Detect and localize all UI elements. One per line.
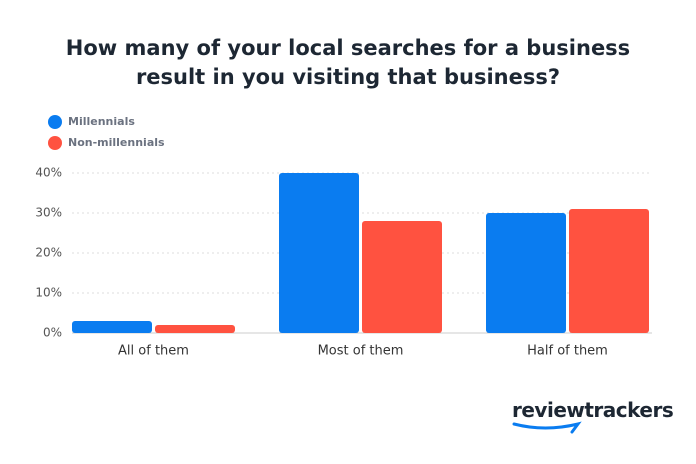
legend-marker <box>48 136 62 150</box>
chart-title: How many of your local searches for a bu… <box>65 36 631 89</box>
bar <box>155 325 235 333</box>
y-tick-label: 10% <box>35 286 62 300</box>
legend-label: Non-millennials <box>68 136 165 149</box>
legend-label: Millennials <box>68 115 135 128</box>
bar <box>72 321 152 333</box>
bar <box>486 213 566 333</box>
x-tick-label: Most of them <box>318 344 404 359</box>
y-tick-label: 0% <box>43 326 62 340</box>
bar <box>279 173 359 333</box>
y-tick-label: 30% <box>35 206 62 220</box>
bar <box>362 221 442 333</box>
y-tick-label: 40% <box>35 166 62 180</box>
logo: reviewtrackers <box>512 398 674 422</box>
legend-marker <box>48 115 62 129</box>
x-tick-label: Half of them <box>527 344 608 359</box>
y-tick-label: 20% <box>35 246 62 260</box>
bar <box>569 209 649 333</box>
x-tick-label: All of them <box>118 344 189 359</box>
